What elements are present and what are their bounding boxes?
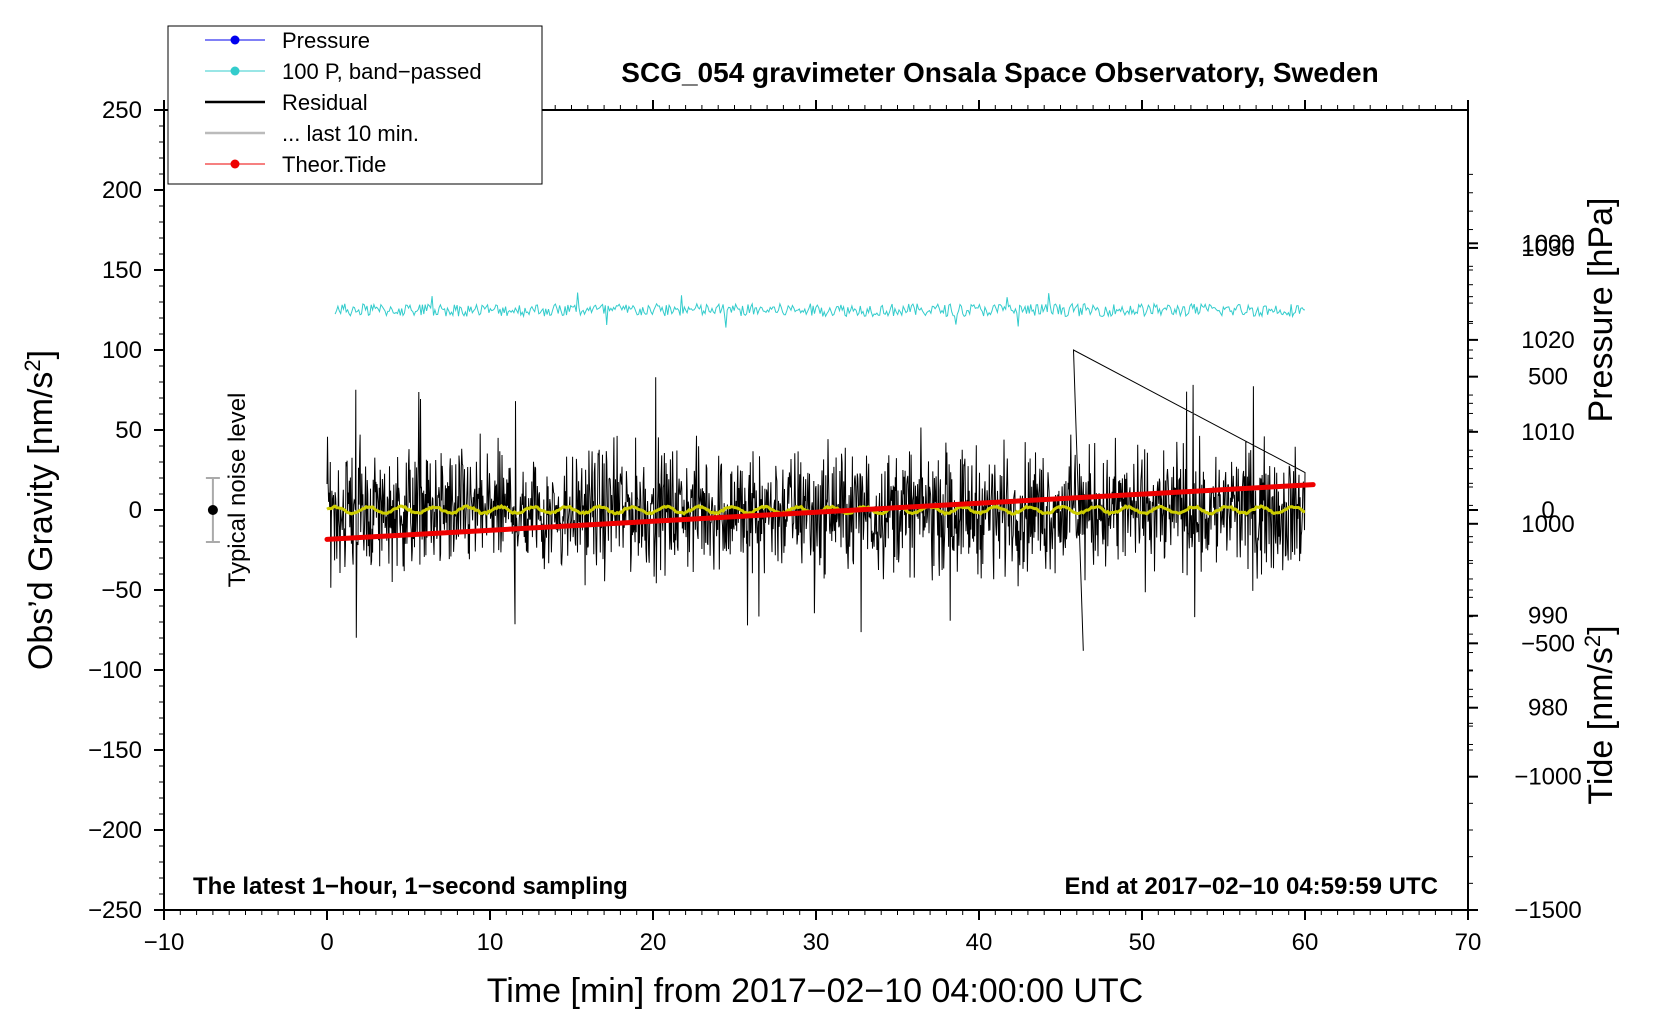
legend-label: 100 P, band−passed — [282, 59, 482, 84]
legend-label: Theor.Tide — [282, 152, 386, 177]
y-tick-label: 150 — [102, 257, 142, 284]
pressure-tick-label: 1020 — [1521, 327, 1574, 354]
legend: Pressure 100 P, band−passed Residual ... la… — [167, 25, 543, 185]
legend-label: ... last 10 min. — [282, 121, 419, 146]
y-axis-pressure: 1030 1020 1010 1000 990 980 — [1468, 173, 1575, 745]
x-tick-label: 40 — [966, 929, 993, 956]
tide-tick-label: 0 — [1541, 497, 1554, 524]
x-tick-label: 20 — [640, 929, 667, 956]
x-tick-label: −10 — [144, 929, 185, 956]
legend-swatch-marker — [230, 66, 240, 76]
y-tick-label: 200 — [102, 177, 142, 204]
tide-tick-label: 500 — [1528, 364, 1568, 391]
y-tick-label: −250 — [88, 897, 142, 924]
annotation-sampling: The latest 1−hour, 1−second sampling — [193, 873, 628, 900]
tide-tick-label: −1500 — [1514, 897, 1581, 924]
x-axis-label: Time [min] from 2017−02−10 04:00:00 UTC — [487, 972, 1143, 1010]
legend-swatch-marker — [230, 35, 240, 45]
legend-swatch-marker — [230, 159, 240, 169]
y-axis-label-tide: Tide [nm/s2] — [1580, 625, 1621, 804]
series-residual — [326, 349, 1306, 651]
x-tick-label: 50 — [1129, 929, 1156, 956]
series-layer — [324, 292, 1316, 651]
pressure-tick-label: 980 — [1528, 695, 1568, 722]
pressure-tick-label: 1000 — [1521, 511, 1574, 538]
y-axis-label-pressure: Pressure [hPa] — [1582, 198, 1620, 423]
y-tick-label: 100 — [102, 337, 142, 364]
y-tick-label: −150 — [88, 737, 142, 764]
tide-tick-label: 1000 — [1521, 230, 1574, 257]
y-tick-label: −100 — [88, 657, 142, 684]
y-axis-label-gravity: Obs’d Gravity [nm/s2] — [20, 350, 61, 670]
legend-label: Residual — [282, 90, 368, 115]
legend-box — [167, 25, 543, 185]
series-pressure-band-passed — [334, 292, 1306, 328]
legend-label: Pressure — [282, 28, 370, 53]
x-tick-label: 10 — [477, 929, 504, 956]
y-tick-label: −50 — [101, 577, 142, 604]
tide-tick-label: −1000 — [1514, 764, 1581, 791]
x-axis: −10 0 10 20 30 40 50 60 70 — [144, 100, 1482, 956]
noise-point — [207, 505, 218, 515]
x-tick-label: 70 — [1455, 929, 1482, 956]
x-tick-label: 0 — [320, 929, 333, 956]
y-axis-tide: 1000 500 0 −500 −1000 −1500 — [1468, 230, 1582, 924]
y-axis-gravity: 250 200 150 100 50 0 −50 −100 −150 −200 −250 — [88, 97, 164, 924]
chart-title: SCG_054 gravimeter Onsala Space Observat… — [621, 57, 1378, 88]
annotation-end-time: End at 2017−02−10 04:59:59 UTC — [1064, 873, 1438, 900]
pressure-tick-label: 1010 — [1521, 419, 1574, 446]
x-tick-label: 30 — [803, 929, 830, 956]
y-tick-label: −200 — [88, 817, 142, 844]
pressure-tick-label: 1030 — [1521, 235, 1574, 262]
noise-indicator — [205, 477, 220, 543]
tide-tick-label: −500 — [1521, 630, 1575, 657]
y-tick-label: 250 — [102, 97, 142, 124]
y-tick-label: 50 — [115, 417, 142, 444]
y-tick-label: 0 — [129, 497, 142, 524]
series-theor-tide — [324, 482, 1316, 542]
noise-label: Typical noise level — [224, 393, 251, 588]
x-tick-label: 60 — [1292, 929, 1319, 956]
pressure-tick-label: 990 — [1528, 603, 1568, 630]
